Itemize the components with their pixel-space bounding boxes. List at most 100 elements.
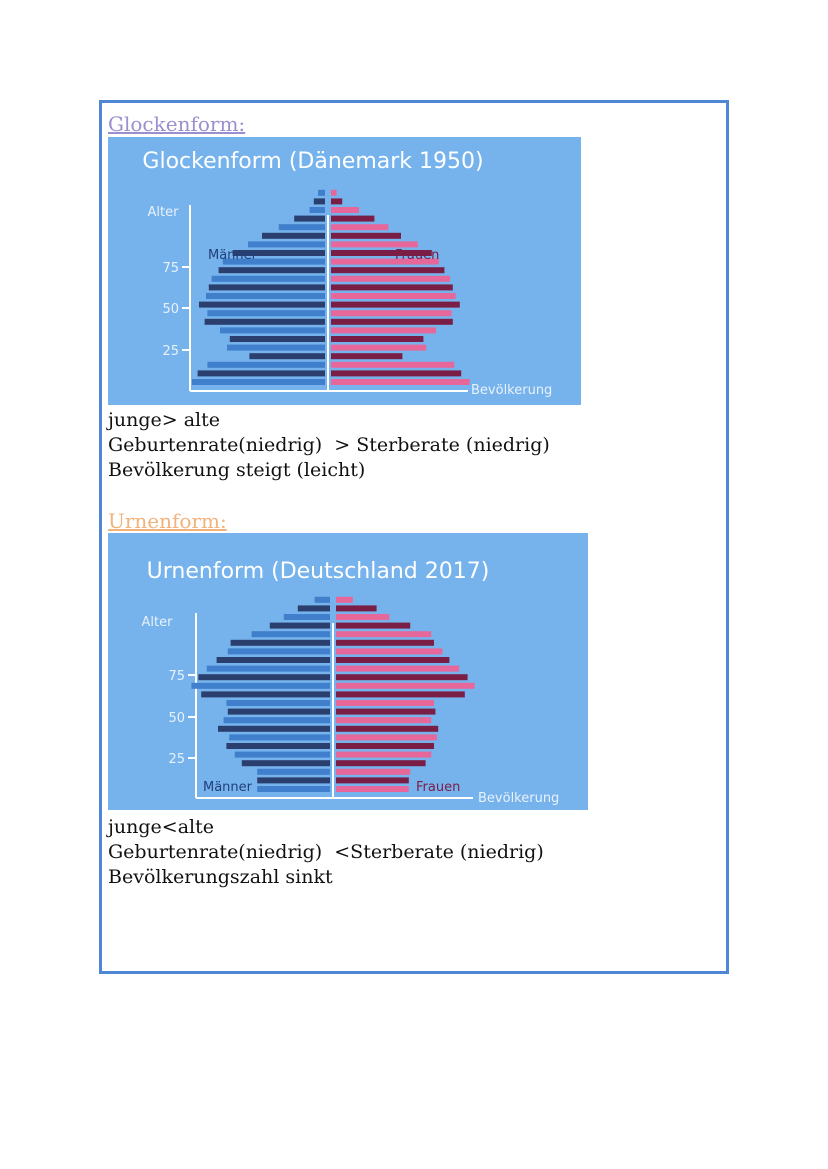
male-bar xyxy=(318,189,325,196)
male-bar xyxy=(218,267,325,274)
female-bar xyxy=(336,631,432,638)
chart-title: Urnenform (Deutschland 2017) xyxy=(147,559,490,584)
note-line: Bevölkerung steigt (leicht) xyxy=(108,459,366,481)
male-bar xyxy=(294,215,325,222)
y-tick-label: 50 xyxy=(168,711,185,726)
male-bar xyxy=(229,734,330,741)
female-bar xyxy=(336,708,436,715)
female-bar xyxy=(336,717,432,724)
legend-maenner: Männer xyxy=(203,780,253,795)
female-bar xyxy=(331,301,460,308)
female-bar xyxy=(331,215,375,222)
female-bar xyxy=(331,207,359,213)
note-line: Geburtenrate(niedrig) > Sterberate (nied… xyxy=(108,434,550,456)
notes-glockenform: junge> alte Geburtenrate(niedrig) > Ster… xyxy=(108,408,550,483)
male-bar xyxy=(232,250,325,256)
y-tick-label: 50 xyxy=(162,302,179,317)
male-bar xyxy=(199,301,325,308)
male-bar xyxy=(192,379,325,385)
pyramid-chart-glockenform: Glockenform (Dänemark 1950) Alter 75 50 25 Mä… xyxy=(108,137,581,405)
male-bar xyxy=(207,310,325,317)
male-bar xyxy=(204,318,325,325)
male-bar xyxy=(206,293,325,299)
female-bar xyxy=(331,189,337,196)
male-bar xyxy=(207,361,325,368)
female-bar xyxy=(331,361,455,368)
female-bar xyxy=(331,267,445,274)
female-bar xyxy=(336,734,437,741)
legend-frauen: Frauen xyxy=(416,780,460,795)
y-tick-label: 25 xyxy=(168,752,185,767)
page-frame xyxy=(99,100,729,974)
male-bar xyxy=(313,198,325,205)
male-bar xyxy=(241,760,330,767)
male-bar xyxy=(226,700,330,706)
male-bar xyxy=(227,708,330,715)
male-bar xyxy=(297,605,330,612)
female-bar xyxy=(331,232,401,239)
male-bar xyxy=(208,284,325,291)
female-bar xyxy=(331,327,436,334)
female-bar xyxy=(336,674,468,681)
female-bar xyxy=(336,786,409,792)
male-bar xyxy=(249,353,325,360)
female-bar xyxy=(331,224,389,231)
female-bar xyxy=(336,751,432,758)
male-bar xyxy=(223,717,330,724)
male-bar xyxy=(257,768,330,775)
female-bar xyxy=(331,241,418,248)
female-bar xyxy=(336,665,460,672)
male-bar xyxy=(198,674,330,681)
male-bar xyxy=(309,207,325,213)
female-bar xyxy=(336,657,450,663)
chart-title: Glockenform (Dänemark 1950) xyxy=(142,149,483,174)
note-line: junge> alte xyxy=(108,409,221,431)
male-bar xyxy=(227,648,330,655)
female-bar xyxy=(336,691,465,698)
female-bar xyxy=(336,639,434,646)
female-bar xyxy=(331,250,432,256)
note-line: Bevölkerungszahl sinkt xyxy=(108,866,333,888)
male-bar xyxy=(283,614,330,620)
female-bar xyxy=(331,370,462,377)
female-bar xyxy=(336,760,426,767)
female-bar xyxy=(331,198,343,205)
pyramid-chart-urnenform: Urnenform (Deutschland 2017) Alter 75 50 25 M… xyxy=(108,533,588,810)
female-bar xyxy=(331,293,456,299)
female-bar xyxy=(336,777,409,784)
x-axis-label: Bevölkerung xyxy=(471,383,552,398)
y-axis-label: Alter xyxy=(142,615,174,630)
female-bar xyxy=(336,614,390,620)
legend-frauen: Frauen xyxy=(395,248,439,263)
male-bar xyxy=(278,224,325,231)
male-bar xyxy=(206,665,330,672)
female-bar xyxy=(331,379,470,385)
male-bar xyxy=(218,725,330,732)
male-bar xyxy=(216,657,330,663)
y-tick-label: 75 xyxy=(168,669,185,684)
y-axis-label: Alter xyxy=(148,205,180,220)
female-bar xyxy=(336,622,411,629)
y-tick-label: 25 xyxy=(162,344,179,359)
male-bar xyxy=(220,327,325,334)
female-bar xyxy=(336,700,434,706)
male-bar xyxy=(269,622,330,629)
male-bar xyxy=(201,691,330,698)
male-bar xyxy=(314,596,330,603)
male-bar xyxy=(222,258,325,265)
section-heading-glockenform: Glockenform: xyxy=(108,112,246,136)
legend-maenner: Männer xyxy=(208,248,258,263)
female-bar xyxy=(331,318,453,325)
female-bar xyxy=(336,725,439,732)
female-bar xyxy=(331,284,453,291)
male-bar xyxy=(234,751,330,758)
male-bar xyxy=(229,336,325,342)
female-bar xyxy=(331,258,439,265)
female-bar xyxy=(331,336,424,342)
male-bar xyxy=(227,344,325,351)
female-bar xyxy=(331,344,427,351)
male-bar xyxy=(251,631,330,638)
female-bar xyxy=(331,275,450,282)
female-bar xyxy=(336,768,411,775)
male-bar xyxy=(226,743,330,749)
